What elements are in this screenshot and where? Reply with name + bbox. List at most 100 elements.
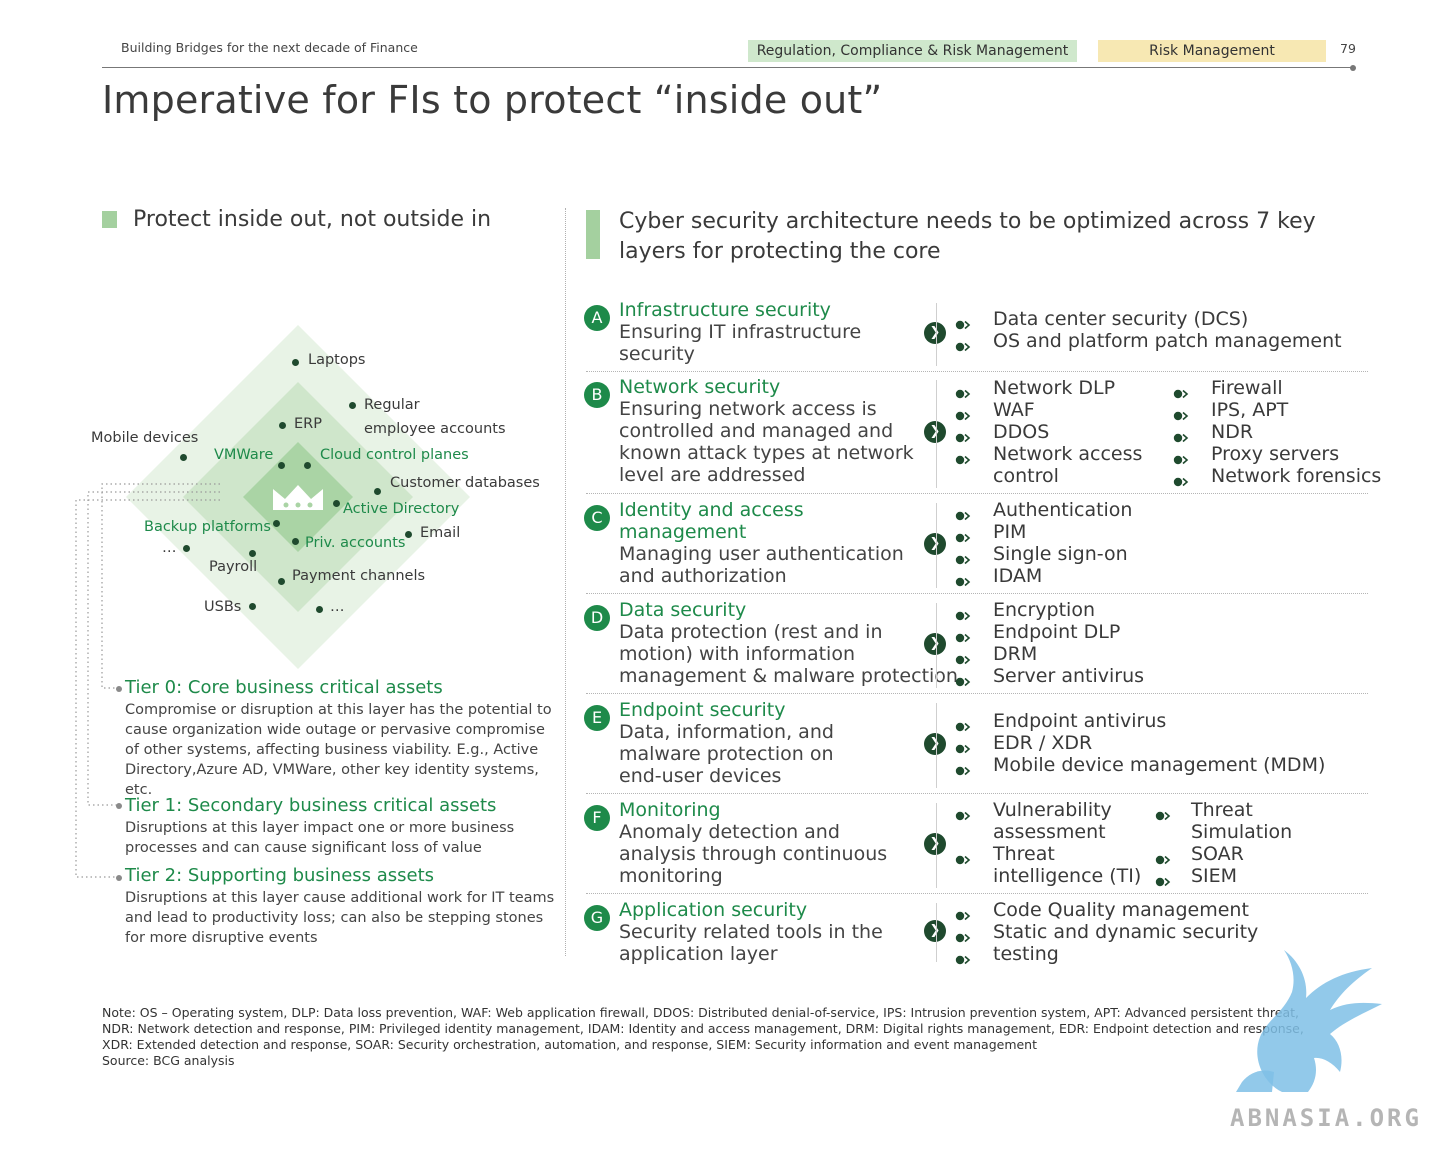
asset-label-backup-platforms: Backup platforms — [144, 519, 271, 535]
layer-item: Static and dynamic security — [993, 921, 1259, 943]
layer-letter-badge: E — [584, 705, 610, 731]
tier-2-description: Disruptions at this layer cause addition… — [125, 888, 555, 948]
chevron-right-icon: ❯ — [924, 533, 946, 555]
asset-label-mobile-devices: Mobile devices — [91, 430, 199, 446]
spacer — [946, 380, 948, 488]
layer-description-line: and authorization — [619, 565, 787, 587]
asset-dot — [349, 402, 356, 409]
asset-dot — [249, 550, 256, 557]
asset-label-ellipsis: … — [330, 599, 345, 615]
tier-description-line: for more disruptive events — [125, 930, 318, 946]
tier-0-description: Compromise or disruption at this layer h… — [125, 700, 555, 800]
bullet-arrow-icon — [1173, 384, 1189, 399]
bullet-arrow-icon — [955, 761, 971, 776]
layer-item: Proxy servers — [1211, 443, 1340, 465]
layer-item: Mobile device management (MDM) — [993, 754, 1326, 776]
layer-item: Threat — [993, 843, 1055, 865]
spacer — [946, 303, 948, 366]
layer-separator — [936, 703, 937, 788]
asset-label-email: Email — [420, 525, 461, 541]
tier-diagram — [75, 325, 470, 878]
spacer — [946, 603, 948, 688]
watermark-text: ABNASIA.ORG — [1230, 1104, 1422, 1132]
layer-divider — [586, 893, 1368, 894]
layer-description-line: monitoring — [619, 865, 723, 887]
bullet-arrow-icon — [955, 650, 971, 665]
page-number: 79 — [1340, 41, 1356, 56]
asset-label-regular: Regular — [364, 397, 420, 413]
layer-item: Endpoint DLP — [993, 621, 1121, 643]
layer-separator — [936, 603, 937, 688]
left-heading: Protect inside out, not outside in — [133, 207, 492, 232]
tier-0-connector — [101, 483, 220, 689]
layer-item: Network forensics — [1211, 465, 1382, 487]
layer-description-line: controlled and managed and — [619, 420, 894, 442]
layer-item: SOAR — [1191, 843, 1244, 865]
tier-1-description: Disruptions at this layer impact one or … — [125, 818, 555, 858]
bullet-arrow-icon — [955, 950, 971, 965]
asset-dot — [180, 454, 187, 461]
bullet-arrow-icon — [1173, 406, 1189, 421]
bullet-arrow-icon — [1173, 472, 1189, 487]
tier-0-dot — [116, 686, 122, 692]
asset-label-payment-channels: Payment channels — [292, 568, 426, 584]
layer-description-line: analysis through continuous — [619, 843, 888, 865]
layer-description-line: motion) with information — [619, 643, 855, 665]
bullet-arrow-icon — [955, 528, 971, 543]
layer-description-line: Managing user authentication — [619, 543, 904, 565]
tier-0-title: Tier 0: Core business critical assets — [125, 677, 443, 698]
layer-separator — [936, 803, 937, 888]
page-title: Imperative for FIs to protect “inside ou… — [102, 78, 883, 122]
bullet-arrow-icon — [955, 550, 971, 565]
chevron-right-icon: ❯ — [924, 920, 946, 942]
category-tag-secondary: Risk Management — [1098, 40, 1326, 62]
bullet-arrow-icon — [955, 428, 971, 443]
bullet-arrow-icon — [955, 717, 971, 732]
layer-description-line: end-user devices — [619, 765, 782, 787]
asset-label-erp: ERP — [294, 416, 322, 432]
asset-dot — [249, 603, 256, 610]
tier-1-dot — [116, 803, 122, 809]
header-rule — [102, 67, 1355, 68]
doc-title: Building Bridges for the next decade of … — [121, 40, 418, 55]
asset-dot — [273, 520, 280, 527]
layer-item: Code Quality management — [993, 899, 1249, 921]
bullet-arrow-icon — [1155, 872, 1171, 887]
right-heading-marker — [586, 210, 600, 259]
layer-item: Simulation — [1191, 821, 1293, 843]
layer-description-line: Data protection (rest and in — [619, 621, 883, 643]
layer-item: SIEM — [1191, 865, 1238, 887]
layer-item: IPS, APT — [1211, 399, 1289, 421]
tier-description-line: and lead to productivity loss; can also … — [125, 910, 544, 926]
layer-divider — [586, 371, 1368, 372]
asset-label-laptops: Laptops — [308, 352, 366, 368]
asset-label-priv-accounts: Priv. accounts — [305, 535, 406, 551]
footnote-line: XDR: Extended detection and response, SO… — [102, 1037, 1038, 1052]
layer-item: Firewall — [1211, 377, 1283, 399]
layer-item: Data center security (DCS) — [993, 308, 1249, 330]
tier-description-line: Directory,Azure AD, VMWare, other key id… — [125, 762, 539, 798]
bullet-arrow-icon — [1155, 850, 1171, 865]
asset-label-customer-databases: Customer databases — [390, 475, 540, 491]
layer-letter-badge: C — [584, 505, 610, 531]
layer-description-line: known attack types at network — [619, 442, 914, 464]
layer-item: Authentication — [993, 499, 1133, 521]
layer-divider — [586, 593, 1368, 594]
footnote-line: NDR: Network detection and response, PIM… — [102, 1021, 1304, 1036]
asset-dot — [292, 359, 299, 366]
layer-description-line: Data, information, and — [619, 721, 834, 743]
bullet-arrow-icon — [955, 806, 971, 821]
bullet-arrow-icon — [1173, 450, 1189, 465]
layer-description-line: level are addressed — [619, 464, 806, 486]
layer-letter-badge: F — [584, 805, 610, 831]
spacer — [946, 803, 948, 888]
asset-label-ellipsis: … — [162, 540, 177, 556]
layer-item: WAF — [993, 399, 1035, 421]
layer-item: Vulnerability — [993, 799, 1112, 821]
layer-item: control — [993, 465, 1059, 487]
layer-item: Encryption — [993, 599, 1096, 621]
bullet-arrow-icon — [955, 384, 971, 399]
layer-description-line: Security related tools in the — [619, 921, 883, 943]
asset-dot — [278, 578, 285, 585]
tier-2-title: Tier 2: Supporting business assets — [125, 865, 435, 886]
